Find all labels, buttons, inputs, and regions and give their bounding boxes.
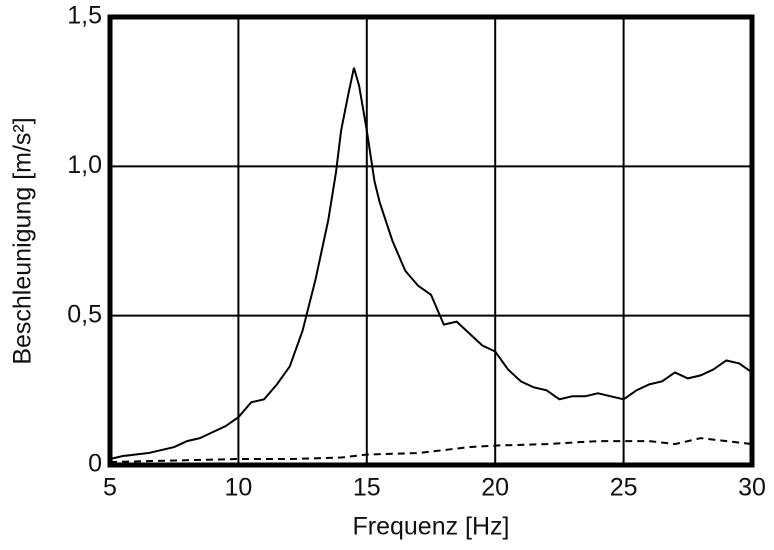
y-tick-label: 1,0 [67,151,102,179]
y-tick-label: 0 [88,450,102,478]
x-tick-label: 30 [738,474,766,502]
x-tick-label: 15 [353,474,381,502]
x-tick-label: 5 [103,474,117,502]
y-axis-label: Beschleunigung [m/s²] [9,117,37,364]
x-tick-label: 20 [481,474,509,502]
data-line [109,437,753,464]
x-tick-label: 10 [224,474,252,502]
x-axis-label: Frequenz [Hz] [352,513,509,541]
y-tick-label: 1,5 [67,2,102,30]
data-line [109,67,753,461]
y-tick-label: 0,5 [67,300,102,328]
plot-frame [107,14,755,468]
x-tick-label: 25 [610,474,638,502]
